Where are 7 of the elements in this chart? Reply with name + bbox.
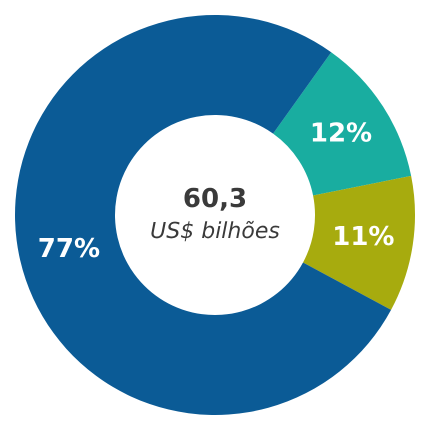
donut-slice — [303, 176, 415, 310]
text: 60,3 — [182, 184, 248, 214]
text: US$ bilhões — [150, 219, 280, 244]
data-label: 11% — [332, 222, 394, 252]
data-label: 77% — [38, 234, 100, 264]
donut-slice — [273, 52, 412, 196]
data-label: 12% — [310, 118, 372, 149]
